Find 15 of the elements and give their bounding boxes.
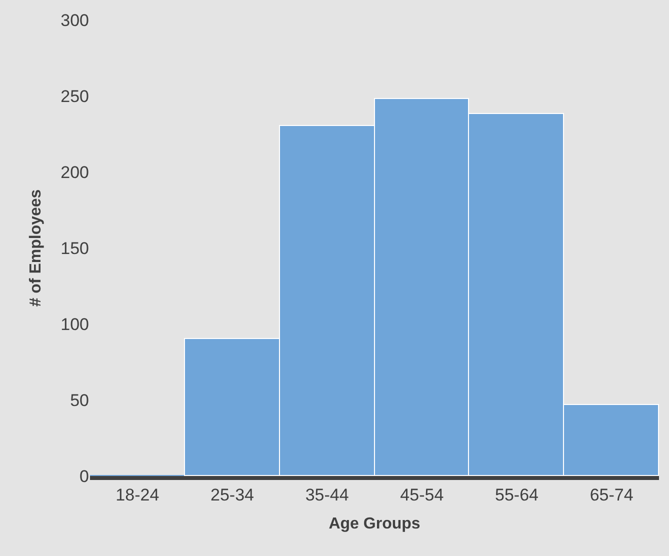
y-axis-title: # of Employees xyxy=(28,189,45,307)
y-tick-label: 0 xyxy=(80,466,89,486)
x-axis-title: Age Groups xyxy=(328,516,420,533)
x-tick-label: 45-54 xyxy=(400,485,444,504)
x-tick-label: 18-24 xyxy=(116,485,160,504)
y-tick-label: 150 xyxy=(60,238,89,258)
x-tick-label: 55-64 xyxy=(495,485,538,504)
y-tick-label: 250 xyxy=(60,86,89,106)
x-tick-label: 65-74 xyxy=(590,485,634,504)
x-tick-label: 25-34 xyxy=(210,485,254,504)
y-tick-label: 50 xyxy=(70,390,89,410)
x-tick-label: 35-44 xyxy=(305,485,349,504)
y-tick-label: 200 xyxy=(60,162,89,182)
y-tick-label: 300 xyxy=(60,10,89,30)
y-tick-label: 100 xyxy=(60,314,89,334)
